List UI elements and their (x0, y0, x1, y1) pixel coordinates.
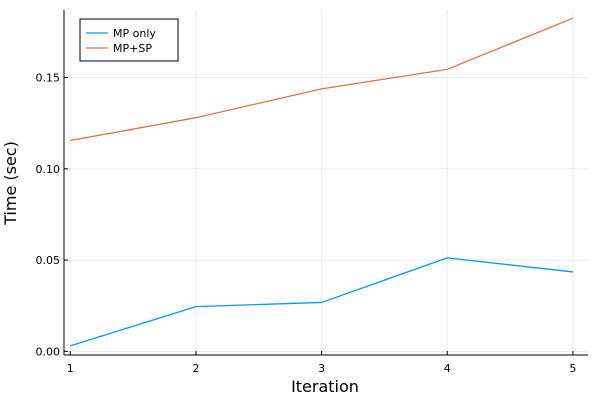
x-tick-label: 5 (569, 362, 576, 375)
y-axis-title: Time (sec) (1, 141, 20, 226)
grid-lines (64, 10, 588, 355)
x-tick-label: 4 (444, 362, 451, 375)
series-line-1 (70, 257, 573, 347)
x-tick-label: 2 (192, 362, 199, 375)
series-line-2 (70, 17, 574, 142)
x-tick-label: 1 (67, 362, 74, 375)
legend-label-2: MP+SP (113, 42, 152, 55)
y-tick-label: 0.00 (36, 345, 61, 358)
legend: MP only MP+SP (79, 18, 179, 62)
x-axis-title: Iteration (291, 377, 359, 396)
series-layer (70, 17, 574, 347)
x-tick-label: 3 (318, 362, 325, 375)
axes (63, 10, 588, 356)
legend-box (79, 18, 179, 62)
y-tick-label: 0.15 (36, 72, 61, 85)
y-tick-label: 0.05 (36, 254, 61, 267)
y-tick-label: 0.10 (36, 163, 61, 176)
legend-label-1: MP only (113, 27, 156, 40)
tick-labels: 1 2 3 4 5 0.00 0.05 0.10 0.15 (36, 72, 577, 375)
